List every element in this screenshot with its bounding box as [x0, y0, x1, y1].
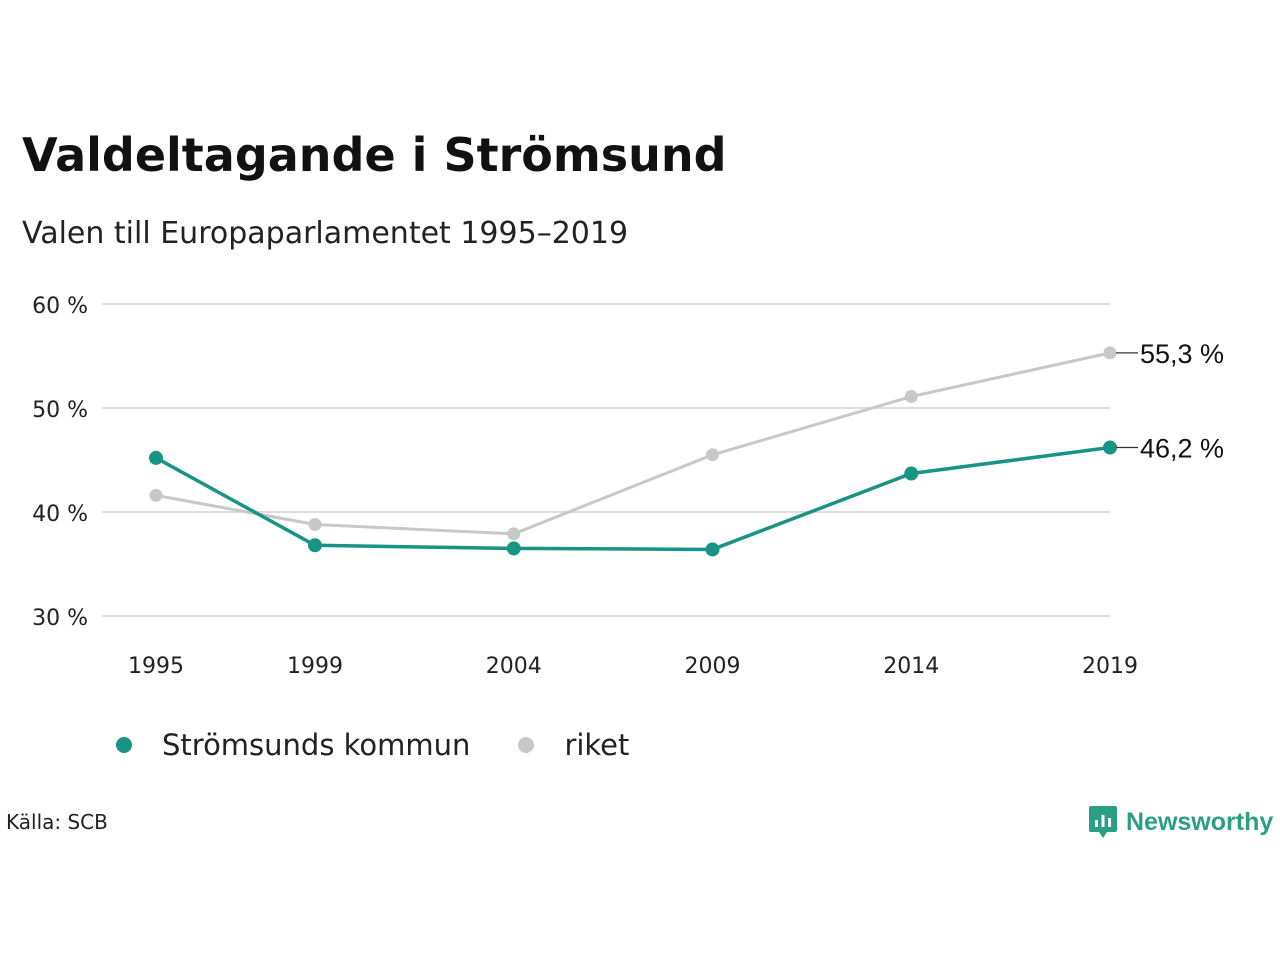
- end-labels: 55,3 % 46,2 %: [1116, 339, 1224, 464]
- end-label-riket: 55,3 %: [1140, 339, 1224, 369]
- chart-subtitle: Valen till Europaparlamentet 1995–2019: [22, 216, 629, 251]
- point-riket-1995: [149, 488, 163, 502]
- point-stromsund-1995: [149, 450, 163, 465]
- legend-label-stromsund: Strömsunds kommun: [162, 728, 471, 762]
- point-riket-2009: [706, 448, 719, 462]
- x-tick-label-2019: 2019: [1082, 654, 1138, 679]
- point-stromsund-2019: [1103, 440, 1117, 455]
- legend-item-riket: riket: [518, 728, 629, 762]
- point-stromsund-2014: [904, 466, 919, 481]
- x-tick-label-1999: 1999: [287, 654, 343, 679]
- series-line-riket: [154, 351, 1112, 536]
- grid-lines: [102, 303, 1110, 617]
- legend-label-riket: riket: [564, 728, 630, 762]
- source-note: Källa: SCB: [6, 810, 108, 834]
- x-tick-label-1995: 1995: [128, 654, 184, 679]
- x-tick-label-2004: 2004: [486, 654, 542, 679]
- newsworthy-logo-icon: [1089, 806, 1117, 838]
- y-tick-label-60: 60 %: [32, 294, 88, 319]
- series-stromsund: [149, 440, 1117, 557]
- legend-item-stromsund: Strömsunds kommun: [116, 728, 470, 762]
- legend-dot-stromsund-icon: [116, 737, 132, 753]
- series-line-stromsund: [154, 445, 1112, 552]
- brand-logo: Newsworthy: [1088, 804, 1273, 840]
- x-tick-label-2014: 2014: [883, 654, 939, 679]
- brand-name: Newsworthy: [1126, 807, 1274, 836]
- series-riket: [149, 346, 1117, 541]
- y-tick-label-50: 50 %: [32, 398, 88, 423]
- point-riket-2019: [1103, 346, 1117, 360]
- x-axis-ticks: 1995 1999 2004 2009 2014 2019: [128, 654, 1138, 679]
- point-riket-2014: [904, 390, 918, 404]
- legend-dot-riket-icon: [518, 737, 535, 753]
- y-tick-label-40: 40 %: [32, 502, 88, 527]
- legend: Strömsunds kommun riket: [116, 728, 677, 762]
- y-tick-label-30: 30 %: [32, 606, 88, 631]
- point-riket-1999: [308, 517, 322, 531]
- point-stromsund-2009: [705, 542, 720, 557]
- y-axis-ticks: 30 % 40 % 50 % 60 %: [32, 294, 88, 631]
- point-stromsund-1999: [308, 538, 322, 553]
- point-stromsund-2004: [506, 541, 521, 556]
- end-label-stromsund: 46,2 %: [1140, 434, 1224, 464]
- x-tick-label-2009: 2009: [685, 654, 741, 679]
- point-riket-2004: [507, 527, 521, 541]
- series-lines: [149, 346, 1117, 557]
- chart-title: Valdeltagande i Strömsund: [22, 128, 727, 182]
